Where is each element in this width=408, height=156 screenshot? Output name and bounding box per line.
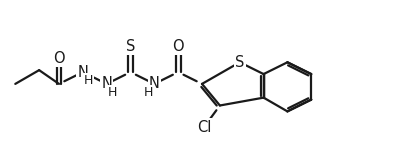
Text: H: H (144, 86, 153, 99)
Text: S: S (235, 55, 244, 70)
Text: H: H (84, 74, 93, 88)
Text: Cl: Cl (197, 120, 211, 135)
Text: N: N (149, 76, 160, 91)
Text: H: H (108, 86, 118, 99)
Text: O: O (53, 51, 65, 66)
Text: N: N (101, 76, 112, 91)
Text: O: O (172, 39, 184, 54)
Text: S: S (126, 39, 135, 54)
Text: N: N (78, 65, 88, 80)
